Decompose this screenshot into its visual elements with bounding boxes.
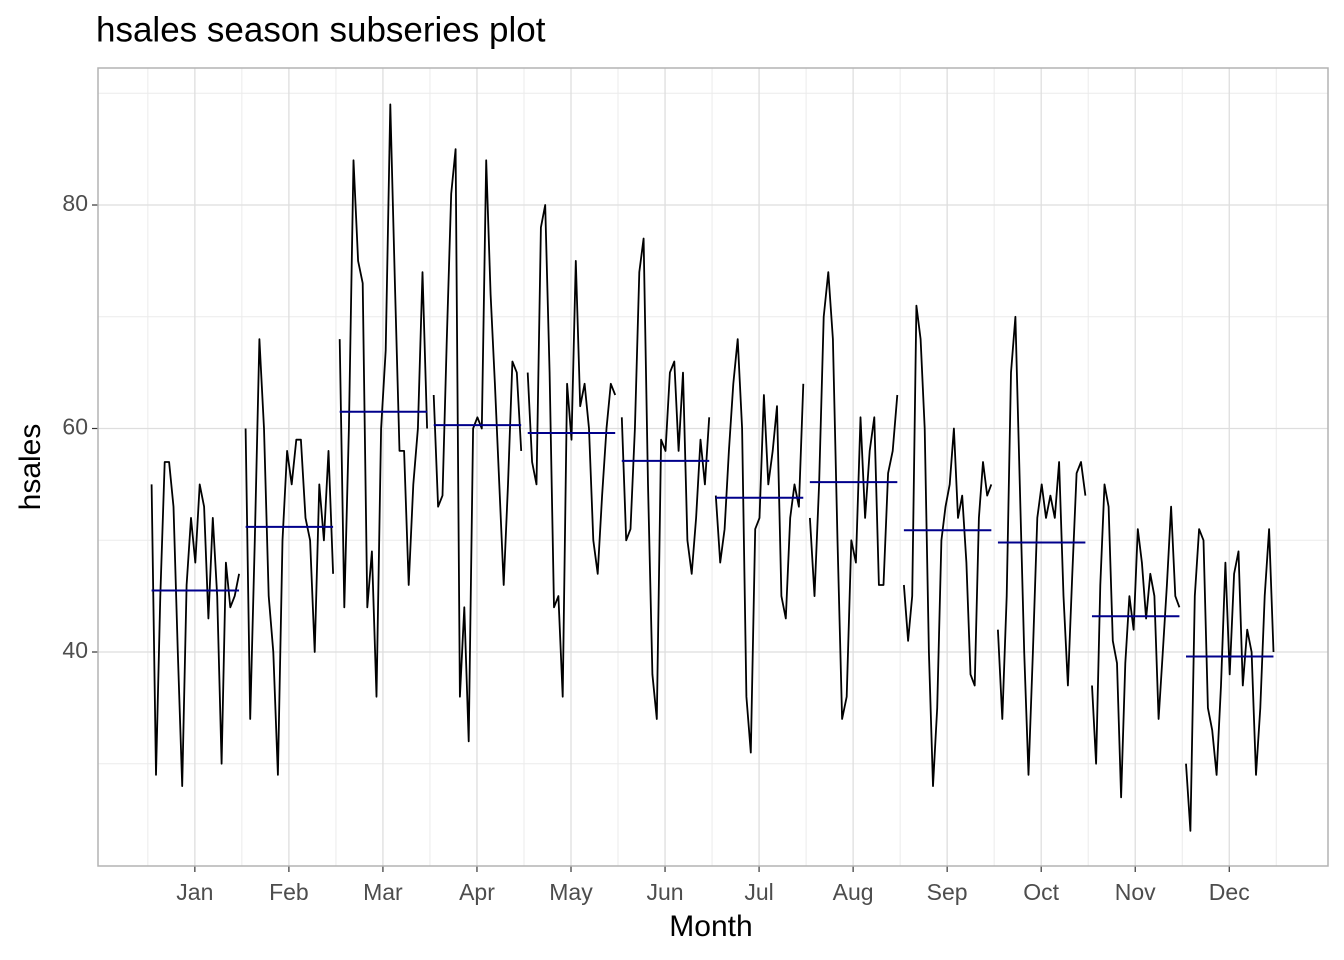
subseries-line — [244, 338, 334, 776]
y-tick-label: 40 — [62, 637, 88, 663]
x-tick-label: Nov — [1115, 879, 1156, 905]
subseries-line — [526, 204, 617, 698]
subseries-line — [620, 237, 711, 720]
y-tick-label: 80 — [62, 190, 88, 216]
subseries-line — [997, 315, 1087, 776]
x-tick-label: Jan — [176, 879, 213, 905]
x-tick-label: Oct — [1023, 879, 1059, 905]
x-tick-label: Jun — [646, 879, 683, 905]
subseries-line — [714, 338, 805, 754]
x-tick-label: Dec — [1209, 879, 1250, 905]
subseries-line — [809, 271, 899, 720]
subseries-line — [338, 103, 428, 698]
x-tick-label: Aug — [833, 879, 874, 905]
subseries-line — [432, 148, 523, 743]
subseries-line — [1185, 528, 1275, 832]
x-tick-label: May — [549, 879, 593, 905]
chart-title: hsales season subseries plot — [96, 10, 546, 49]
subseries-line — [150, 461, 240, 787]
y-axis-label: hsales — [14, 424, 47, 511]
x-tick-label: Mar — [363, 879, 403, 905]
x-tick-label: Sep — [927, 879, 968, 905]
x-tick-label: Apr — [459, 879, 495, 905]
x-tick-label: Feb — [269, 879, 309, 905]
x-tick-label: Jul — [744, 879, 773, 905]
x-axis-label: Month — [669, 910, 752, 943]
subseries-line — [903, 304, 993, 787]
panel-border — [97, 67, 1329, 867]
y-tick-label: 60 — [62, 414, 88, 440]
subseries-line — [1091, 483, 1181, 799]
